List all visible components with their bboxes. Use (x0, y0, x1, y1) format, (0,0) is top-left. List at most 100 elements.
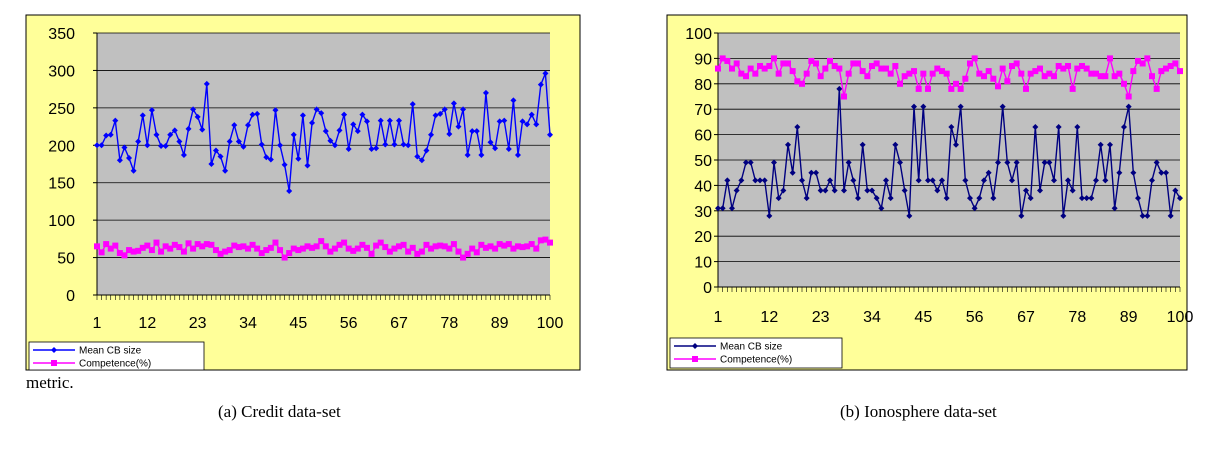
data-point-mean-cb-size (729, 205, 735, 212)
data-point-competence (514, 243, 521, 250)
data-point-mean-cb-size (455, 123, 462, 130)
data-point-competence (222, 248, 229, 255)
data-point-mean-cb-size (423, 147, 430, 154)
caption-b: (b) Ionosphere data-set (840, 402, 997, 421)
data-point-competence (386, 248, 393, 255)
data-point-competence (1130, 68, 1137, 75)
data-point-competence (775, 70, 782, 77)
data-point-mean-cb-size (771, 159, 777, 166)
data-point-competence (318, 238, 325, 245)
data-point-competence (967, 60, 973, 67)
data-point-mean-cb-size (478, 152, 485, 159)
data-point-competence (418, 248, 425, 255)
data-point-competence (929, 70, 936, 77)
data-point-competence (822, 65, 829, 72)
data-point-mean-cb-size (396, 117, 402, 124)
data-point-competence (158, 248, 165, 255)
y-tick-label: 100 (685, 26, 712, 43)
y-tick-label: 20 (694, 229, 712, 246)
data-point-mean-cb-size (94, 142, 100, 149)
data-point-competence (171, 241, 178, 248)
x-tick-label: 89 (491, 315, 509, 332)
data-point-competence (962, 75, 969, 82)
data-point-mean-cb-size (925, 177, 931, 184)
data-point-competence (437, 242, 444, 249)
data-point-mean-cb-size (1172, 187, 1179, 194)
data-point-competence (1079, 63, 1085, 70)
data-point-competence (281, 254, 288, 261)
data-point-mean-cb-size (1144, 212, 1151, 219)
data-point-mean-cb-size (135, 138, 142, 145)
data-point-mean-cb-size (112, 117, 119, 124)
data-point-mean-cb-size (386, 117, 393, 124)
data-point-mean-cb-size (414, 153, 421, 160)
data-point-competence (803, 70, 810, 77)
data-point-competence (153, 239, 160, 246)
legend-label: Competence(%) (720, 355, 792, 366)
x-tick-label: 67 (390, 315, 408, 332)
legend-label: Mean CB size (720, 342, 783, 353)
data-point-competence (981, 73, 987, 80)
data-point-competence (450, 241, 457, 248)
data-point-competence (263, 247, 270, 254)
data-point-competence (1009, 63, 1015, 70)
legend-label: Mean CB size (79, 346, 142, 357)
data-point-competence (1144, 55, 1151, 62)
data-point-mean-cb-size (929, 177, 936, 184)
data-point-mean-cb-size (267, 156, 274, 163)
x-tick-label: 100 (1167, 309, 1194, 326)
data-point-competence (405, 248, 412, 255)
data-point-mean-cb-size (1083, 195, 1090, 202)
data-point-mean-cb-size (331, 142, 338, 149)
y-tick-label: 0 (703, 280, 712, 297)
data-point-competence (757, 63, 763, 70)
data-point-competence (943, 70, 950, 77)
y-tick-label: 50 (694, 153, 712, 170)
data-point-competence (400, 241, 407, 248)
data-point-mean-cb-size (845, 159, 852, 166)
data-point-competence (304, 243, 311, 250)
data-point-mean-cb-size (176, 138, 183, 145)
legend-box (28, 341, 205, 371)
data-point-mean-cb-size (1041, 159, 1048, 166)
data-point-competence (953, 80, 959, 87)
data-point-competence (162, 243, 169, 250)
data-point-mean-cb-size (757, 177, 763, 184)
data-point-mean-cb-size (240, 143, 247, 150)
x-tick-label: 34 (239, 315, 257, 332)
data-point-competence (391, 245, 398, 252)
data-point-competence (249, 241, 256, 248)
data-point-mean-cb-size (1116, 169, 1123, 176)
data-point-mean-cb-size (464, 152, 471, 159)
data-point-mean-cb-size (827, 177, 833, 184)
data-point-competence (1135, 57, 1141, 64)
data-point-mean-cb-size (217, 153, 224, 160)
data-point-mean-cb-size (1004, 159, 1011, 166)
data-point-competence (761, 65, 768, 72)
data-point-mean-cb-size (254, 110, 261, 117)
data-point-mean-cb-size (322, 128, 329, 135)
data-point-competence (827, 57, 833, 64)
data-point-competence (350, 247, 357, 254)
data-point-mean-cb-size (1088, 195, 1095, 202)
data-point-competence (272, 239, 279, 246)
data-point-mean-cb-size (258, 141, 265, 148)
data-point-mean-cb-size (405, 142, 412, 149)
data-point-mean-cb-size (354, 128, 361, 135)
data-point-competence (478, 241, 485, 248)
data-point-competence (747, 65, 754, 72)
data-point-mean-cb-size (1051, 177, 1057, 184)
data-point-competence (841, 93, 847, 100)
data-point-competence (771, 55, 777, 62)
data-point-competence (743, 73, 749, 80)
data-point-competence (799, 80, 805, 87)
data-point-mean-cb-size (203, 80, 210, 87)
data-point-competence (789, 68, 796, 75)
data-point-competence (382, 244, 389, 251)
data-point-mean-cb-size (158, 143, 165, 150)
caption-a: (a) Credit data-set (218, 402, 341, 421)
data-point-mean-cb-size (460, 106, 467, 113)
data-point-competence (1055, 63, 1062, 70)
data-point-competence (277, 247, 284, 254)
data-point-competence (1167, 63, 1174, 70)
